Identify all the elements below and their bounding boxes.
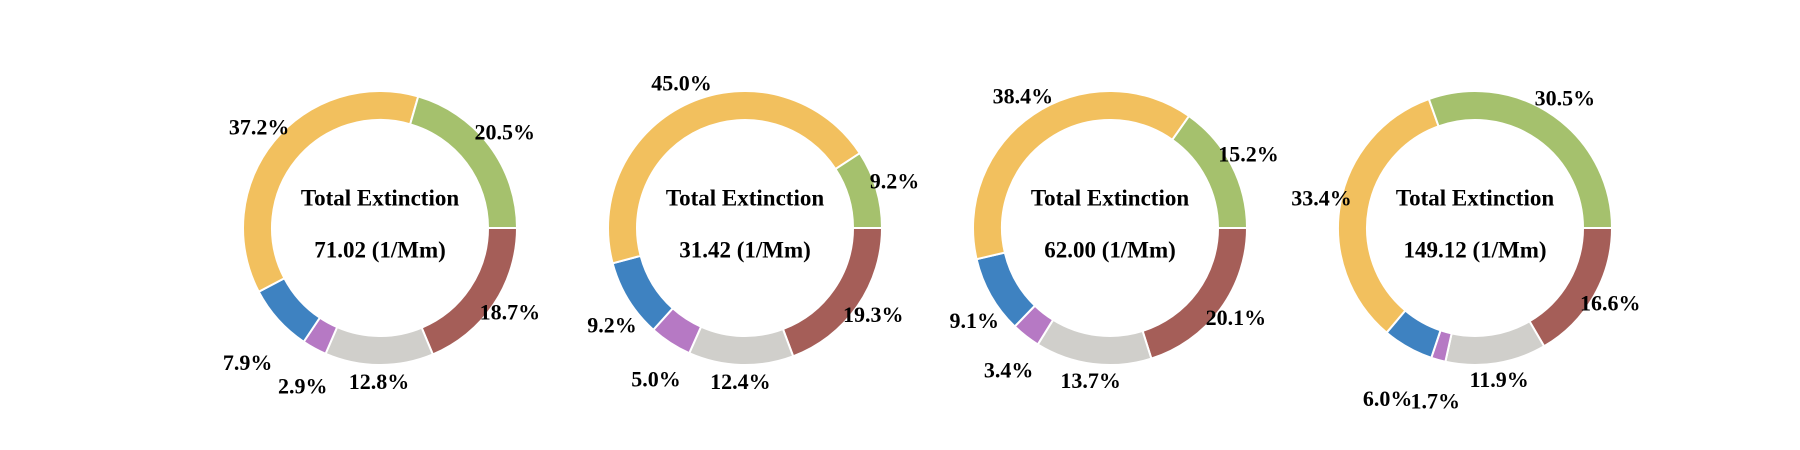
donut-3-center-title: Total Extinction	[1031, 185, 1189, 210]
donut-1-label-red: 18.7%	[480, 300, 541, 325]
donut-1-label-green: 20.5%	[475, 119, 536, 144]
donut-4-label-yellow: 33.4%	[1291, 185, 1352, 210]
donut-4-label-purple: 1.7%	[1411, 389, 1461, 414]
donut-1-label-purple: 2.9%	[278, 373, 328, 398]
donut-2-label-purple: 5.0%	[631, 366, 681, 391]
donut-4-slice-green	[1427, 90, 1614, 229]
donut-3-center-value: 62.00 (1/Mm)	[1044, 237, 1176, 262]
donut-4-slice-gray	[1444, 319, 1546, 366]
donut-1-label-blue: 7.9%	[223, 350, 273, 375]
donut-4-label-red: 16.6%	[1580, 291, 1641, 316]
donut-3-slice-gray	[1036, 318, 1153, 366]
donut-4-label-green: 30.5%	[1535, 86, 1596, 111]
donut-chart-4: 16.6% 11.9% 1.7%6.0% 33.4% 30.5% Total Extinc…	[1291, 86, 1640, 414]
donut-chart-1: 18.7% 12.8% 2.9%7.9% 37.2% 20.5% Total Extinc…	[223, 90, 541, 398]
donut-4-label-blue: 6.0%	[1363, 386, 1413, 411]
donut-2-center-value: 31.42 (1/Mm)	[679, 237, 811, 262]
donut-2-label-blue: 9.2%	[587, 312, 637, 337]
donut-3-label-yellow: 38.4%	[993, 84, 1054, 109]
donut-2-label-yellow: 45.0%	[651, 71, 712, 96]
donut-2-label-gray: 12.4%	[710, 369, 771, 394]
donut-4-label-gray: 11.9%	[1469, 367, 1528, 392]
donut-2-slice-green	[834, 151, 884, 229]
donut-chart-3: 20.1% 13.7% 3.4% 9.1% 38.4% 15.2% Total Extinc…	[950, 84, 1279, 393]
donut-3-label-purple: 3.4%	[984, 357, 1034, 382]
donut-1-label-gray: 12.8%	[349, 369, 410, 394]
donut-1-slice-gray	[324, 325, 435, 366]
donut-2-slice-gray	[687, 325, 795, 366]
donut-2-center-title: Total Extinction	[666, 185, 824, 210]
donut-1-label-yellow: 37.2%	[229, 114, 290, 139]
donut-3-label-gray: 13.7%	[1060, 368, 1121, 393]
donut-chart-2: 19.3% 12.4% 5.0% 9.2% 45.0% 9.2% Total Extinct…	[587, 71, 919, 394]
donut-4-center-title: Total Extinction	[1396, 185, 1554, 210]
donut-3-label-blue: 9.1%	[950, 308, 1000, 333]
donut-2-label-green: 9.2%	[870, 169, 920, 194]
donut-1-center-title: Total Extinction	[301, 185, 459, 210]
donut-1-slice-green	[408, 95, 519, 229]
donut-3-slice-yellow	[972, 90, 1191, 261]
donut-1-center-value: 71.02 (1/Mm)	[314, 237, 446, 262]
donut-3-label-red: 20.1%	[1206, 305, 1267, 330]
donut-4-slice-yellow	[1337, 97, 1440, 335]
donut-4-center-value: 149.12 (1/Mm)	[1403, 237, 1546, 262]
donut-2-label-red: 19.3%	[843, 302, 904, 327]
donut-3-slice-green	[1170, 114, 1249, 229]
donut-3-label-green: 15.2%	[1218, 141, 1279, 166]
